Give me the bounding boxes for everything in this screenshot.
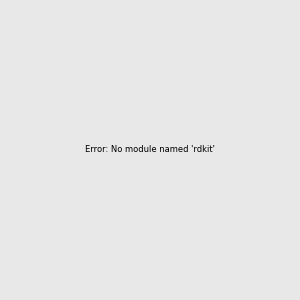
Text: Error: No module named 'rdkit': Error: No module named 'rdkit' [85,146,215,154]
